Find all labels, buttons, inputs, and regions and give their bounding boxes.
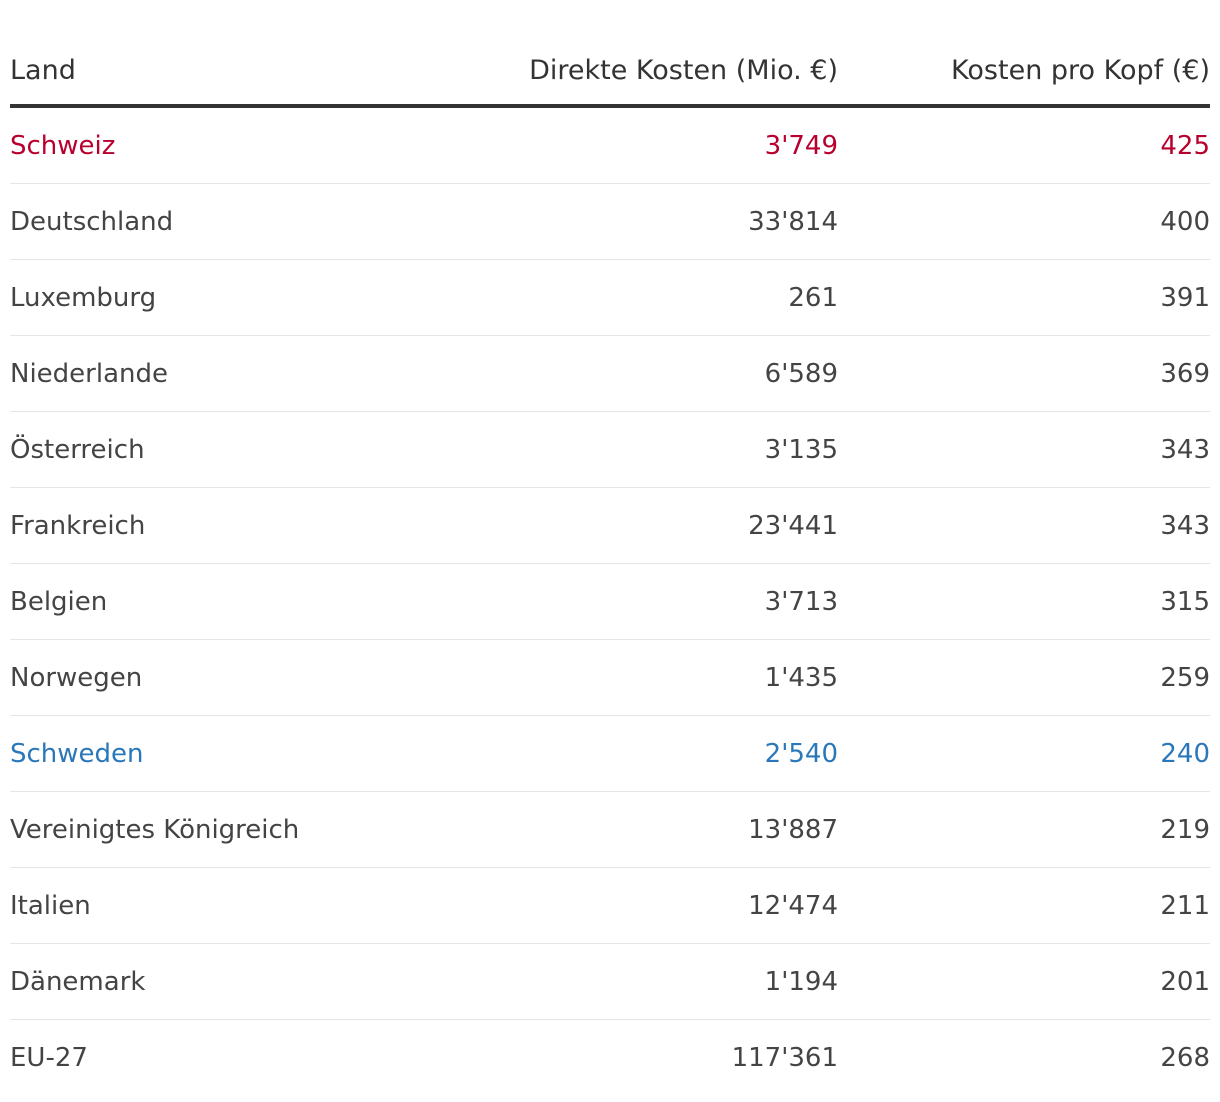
cell-direct-costs: 2'540	[470, 715, 838, 792]
table-row: Dänemark 1'194 201	[10, 943, 1210, 1020]
cell-direct-costs: 3'749	[470, 106, 838, 184]
cell-per-capita-costs: 268	[1160, 1042, 1210, 1073]
table-row: Norwegen 1'435 259	[10, 639, 1210, 716]
cell-direct-costs: 6'589	[470, 335, 838, 412]
cell-land: Schweiz	[10, 106, 470, 184]
cell-per-capita-costs: 369	[838, 335, 1210, 412]
cell-land: Luxemburg	[10, 259, 470, 336]
column-header-direct-costs-label: Direkte Kosten (Mio. €)	[529, 55, 838, 86]
cell-direct-costs: 261	[470, 259, 838, 336]
cell-direct-costs: 13'887	[470, 791, 838, 868]
table-row: Österreich 3'135 343	[10, 411, 1210, 488]
cell-land: Österreich	[10, 411, 470, 488]
column-header-land-label: Land	[10, 55, 76, 86]
table-body: Schweiz 3'749 425 Deutschland 33'814 400 Luxem…	[10, 106, 1210, 1095]
cell-per-capita-costs: 343	[838, 411, 1210, 488]
cell-per-capita-costs: 391	[838, 259, 1210, 336]
column-header-direct-costs: Direkte Kosten (Mio. €)	[470, 0, 838, 108]
column-header-per-capita-costs: Kosten pro Kopf (€)	[838, 0, 1210, 108]
cell-direct-costs: 3'135	[470, 411, 838, 488]
cell-per-capita-costs: 201	[838, 943, 1210, 1020]
cell-per-capita-costs: 343	[838, 487, 1210, 564]
cell-direct-costs: 12'474	[470, 867, 838, 944]
column-header-land: Land	[10, 0, 470, 108]
cell-per-capita-costs: 425	[838, 106, 1210, 184]
table-row: Belgien 3'713 315	[10, 563, 1210, 640]
cell-land: Belgien	[10, 563, 470, 640]
table-row: Schweden 2'540 240	[10, 715, 1210, 792]
cell-land: Niederlande	[10, 335, 470, 412]
cell-direct-costs: 33'814	[470, 183, 838, 260]
cell-land: Vereinigtes Königreich	[10, 791, 470, 868]
cell-land: Norwegen	[10, 639, 470, 716]
cell-per-capita-costs: 211	[838, 867, 1210, 944]
table-row: Italien 12'474 211	[10, 867, 1210, 944]
cost-table-container: Land Direkte Kosten (Mio. €) Kosten pro …	[10, 0, 1210, 1095]
table-row: Frankreich 23'441 343	[10, 487, 1210, 564]
cell-land: Frankreich	[10, 487, 470, 564]
header-row: Land Direkte Kosten (Mio. €) Kosten pro …	[10, 0, 1210, 108]
cell-direct-costs: 117'361	[731, 1042, 838, 1073]
cell-land: Italien	[10, 867, 470, 944]
cell-direct-costs: 1'194	[470, 943, 838, 1020]
cell-land: EU-27	[10, 1042, 88, 1073]
table-row: EU-27 117'361 268	[10, 1020, 1210, 1096]
cell-direct-costs: 23'441	[470, 487, 838, 564]
cost-table: Land Direkte Kosten (Mio. €) Kosten pro …	[10, 0, 1210, 1095]
cell-per-capita-costs: 219	[838, 791, 1210, 868]
table-row: Luxemburg 261 391	[10, 259, 1210, 336]
cell-direct-costs: 1'435	[470, 639, 838, 716]
cell-per-capita-costs: 400	[838, 183, 1210, 260]
cell-per-capita-costs: 259	[838, 639, 1210, 716]
cell-land: Dänemark	[10, 943, 470, 1020]
cell-direct-costs: 3'713	[470, 563, 838, 640]
column-header-per-capita-costs-label: Kosten pro Kopf (€)	[951, 55, 1210, 86]
table-row: Deutschland 33'814 400	[10, 183, 1210, 260]
table-row: Vereinigtes Königreich 13'887 219	[10, 791, 1210, 868]
table-row: Schweiz 3'749 425	[10, 106, 1210, 184]
table-header: Land Direkte Kosten (Mio. €) Kosten pro …	[10, 0, 1210, 108]
cell-per-capita-costs: 240	[838, 715, 1210, 792]
cell-land: Schweden	[10, 715, 470, 792]
cell-per-capita-costs: 315	[838, 563, 1210, 640]
table-row: Niederlande 6'589 369	[10, 335, 1210, 412]
cell-land: Deutschland	[10, 183, 470, 260]
